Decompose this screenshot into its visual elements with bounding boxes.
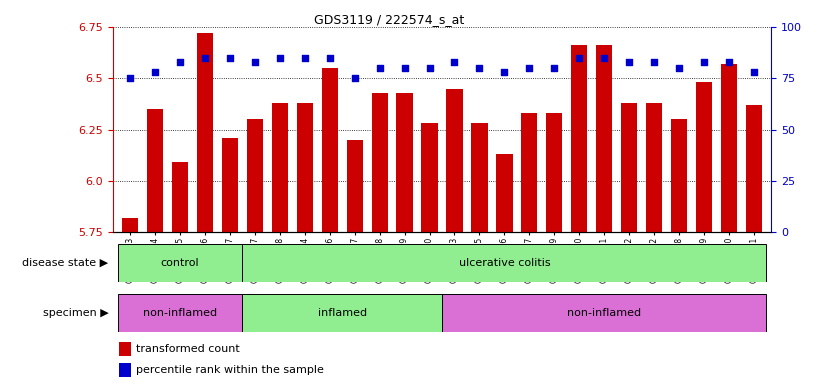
- Point: [622, 59, 636, 65]
- Bar: [243, 244, 766, 282]
- Bar: [421, 123, 438, 232]
- Point: [598, 55, 611, 61]
- Bar: [521, 113, 537, 232]
- Bar: [247, 119, 263, 232]
- Bar: [496, 154, 513, 232]
- Bar: [396, 93, 413, 232]
- Bar: [721, 64, 737, 232]
- Point: [523, 65, 536, 71]
- Point: [672, 65, 686, 71]
- Point: [448, 59, 461, 65]
- Point: [423, 65, 436, 71]
- Point: [473, 65, 486, 71]
- Bar: [442, 294, 766, 332]
- Bar: [446, 88, 463, 232]
- Bar: [596, 45, 612, 232]
- Text: ulcerative colitis: ulcerative colitis: [459, 258, 550, 268]
- Bar: [746, 105, 762, 232]
- Point: [123, 75, 137, 81]
- Text: control: control: [161, 258, 199, 268]
- Bar: [119, 342, 131, 356]
- Point: [373, 65, 386, 71]
- Point: [298, 55, 311, 61]
- Point: [348, 75, 361, 81]
- Bar: [118, 244, 243, 282]
- Bar: [671, 119, 687, 232]
- Bar: [696, 82, 712, 232]
- Point: [498, 69, 511, 75]
- Point: [224, 55, 237, 61]
- Bar: [222, 138, 238, 232]
- Point: [573, 55, 586, 61]
- Point: [747, 69, 761, 75]
- Bar: [118, 294, 243, 332]
- Bar: [243, 294, 442, 332]
- Point: [173, 59, 187, 65]
- Title: GDS3119 / 222574_s_at: GDS3119 / 222574_s_at: [314, 13, 465, 26]
- Point: [697, 59, 711, 65]
- Bar: [621, 103, 637, 232]
- Text: percentile rank within the sample: percentile rank within the sample: [136, 365, 324, 375]
- Bar: [471, 123, 488, 232]
- Point: [273, 55, 286, 61]
- Bar: [272, 103, 288, 232]
- Bar: [172, 162, 188, 232]
- Bar: [322, 68, 338, 232]
- Bar: [646, 103, 662, 232]
- Bar: [546, 113, 562, 232]
- Text: non-inflamed: non-inflamed: [567, 308, 641, 318]
- Text: disease state ▶: disease state ▶: [23, 258, 108, 268]
- Bar: [297, 103, 313, 232]
- Bar: [347, 140, 363, 232]
- Point: [647, 59, 661, 65]
- Text: specimen ▶: specimen ▶: [43, 308, 108, 318]
- Point: [249, 59, 262, 65]
- Point: [198, 55, 212, 61]
- Bar: [147, 109, 163, 232]
- Point: [398, 65, 411, 71]
- Point: [148, 69, 162, 75]
- Text: transformed count: transformed count: [136, 344, 240, 354]
- Point: [722, 59, 736, 65]
- Text: non-inflamed: non-inflamed: [143, 308, 217, 318]
- Point: [548, 65, 561, 71]
- Point: [323, 55, 336, 61]
- Bar: [571, 45, 587, 232]
- Bar: [197, 33, 213, 232]
- Bar: [119, 363, 131, 377]
- Text: inflamed: inflamed: [318, 308, 367, 318]
- Bar: [122, 218, 138, 232]
- Bar: [371, 93, 388, 232]
